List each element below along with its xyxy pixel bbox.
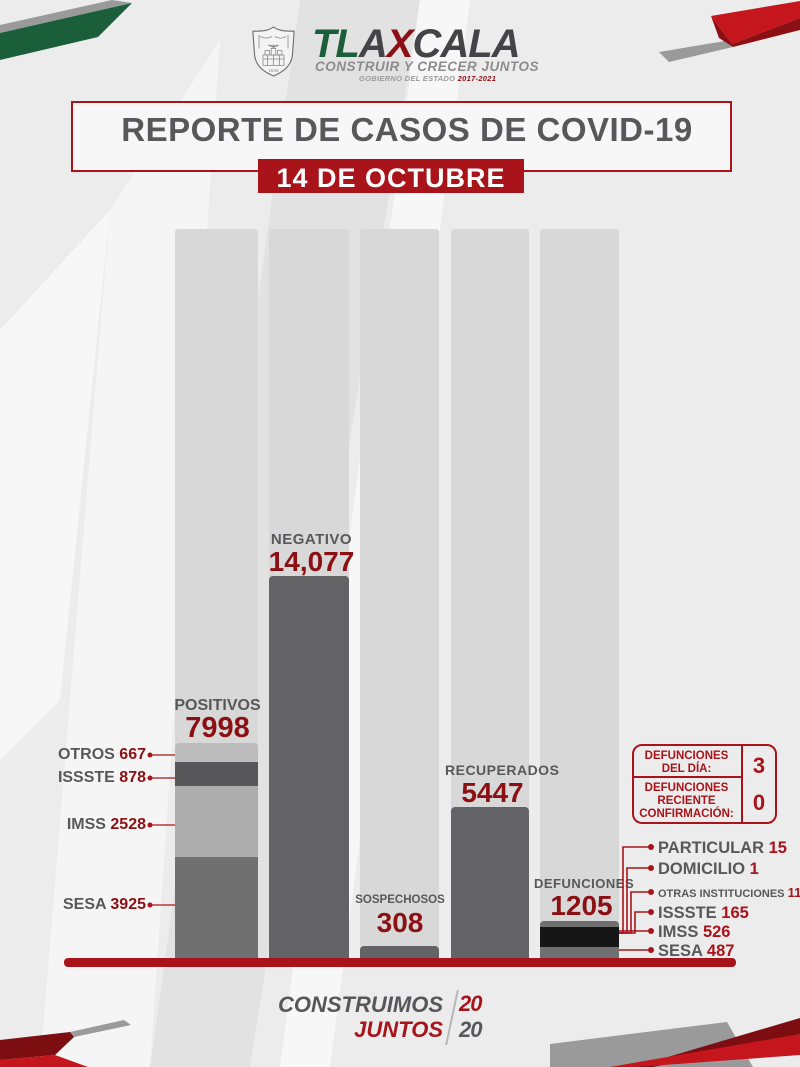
svg-text:1545: 1545	[268, 68, 279, 73]
